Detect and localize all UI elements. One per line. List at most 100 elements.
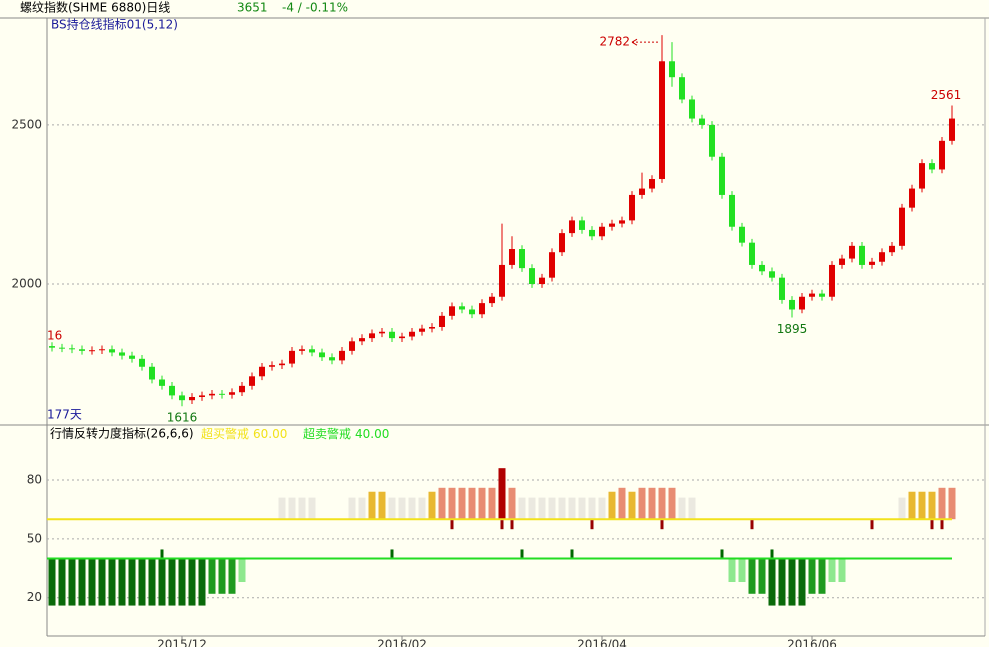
indicator-bar <box>98 558 106 606</box>
candle-body <box>539 277 545 285</box>
candle-body <box>689 99 695 119</box>
candle-body <box>379 331 385 334</box>
candle-body <box>419 328 425 332</box>
candle-body <box>519 249 525 269</box>
x-tick-label: 2016/06 <box>787 638 837 647</box>
indicator-bar <box>178 558 186 606</box>
candle-body <box>279 363 285 366</box>
indicator-bar <box>168 558 176 606</box>
candle-body <box>929 163 935 170</box>
candle-body <box>789 299 795 310</box>
candle-body <box>139 358 145 367</box>
candle-body <box>189 396 195 401</box>
candle-body <box>649 179 655 189</box>
indicator-bar <box>188 558 196 606</box>
left-note: 16 <box>47 329 62 343</box>
candle-body <box>349 341 355 351</box>
candle-body <box>449 306 455 316</box>
oversold-legend: 超卖警戒 40.00 <box>303 426 389 441</box>
indicator-bar <box>688 497 696 520</box>
candle-body <box>169 385 175 396</box>
indicator-bar <box>558 497 566 520</box>
indicator-bar <box>478 487 486 520</box>
candle-body <box>819 293 825 297</box>
days-count: 177天 <box>47 408 82 422</box>
sell-signal <box>750 520 754 530</box>
candle-body <box>199 395 205 397</box>
x-tick-label: 2016/02 <box>377 638 427 647</box>
indicator-bar <box>308 497 316 520</box>
indicator-bar <box>208 558 216 594</box>
candle-body <box>609 223 615 227</box>
indicator-bar <box>528 497 536 520</box>
indicator-bar <box>428 491 436 520</box>
indicator-bar <box>358 497 366 520</box>
indicator-bar <box>118 558 126 606</box>
indicator-bar <box>508 487 516 520</box>
candle-body <box>229 392 235 395</box>
sell-signal <box>500 520 504 530</box>
indicator-bar <box>928 491 936 520</box>
indicator-bar <box>128 558 136 606</box>
candle-body <box>89 350 95 352</box>
high-label: 2782 <box>599 35 630 49</box>
candle-body <box>639 188 645 195</box>
indicator-bar <box>378 491 386 520</box>
candle-body <box>739 226 745 243</box>
indicator-bar <box>418 497 426 520</box>
instrument-title: 螺纹指数(SHME 6880)日线 <box>20 0 170 15</box>
indicator-bar <box>668 487 676 520</box>
candle-body <box>909 188 915 208</box>
indicator-bar <box>678 497 686 520</box>
candle-body <box>159 379 165 386</box>
sell-signal <box>870 520 874 530</box>
indicator-bar <box>398 497 406 520</box>
candle-body <box>829 264 835 297</box>
candle-body <box>99 349 105 351</box>
candle-body <box>709 124 715 157</box>
buy-signal <box>720 549 724 558</box>
candle-body <box>569 220 575 234</box>
indicator-bar <box>158 558 166 606</box>
candle-body <box>219 393 225 395</box>
indicator-bar <box>818 558 826 594</box>
candle-body <box>479 303 485 315</box>
indicator-bar <box>648 487 656 520</box>
candle-body <box>809 293 815 297</box>
indicator-bar <box>748 558 756 594</box>
sell-signal <box>660 520 664 530</box>
candle-body <box>629 194 635 221</box>
last-price: 3651 <box>237 1 268 15</box>
indicator-bar <box>348 497 356 520</box>
indicator-bar <box>108 558 116 606</box>
indicator-bar <box>298 497 306 520</box>
buy-signal <box>770 549 774 558</box>
candle-body <box>729 194 735 227</box>
candle-body <box>489 296 495 304</box>
sell-signal <box>940 520 944 530</box>
indicator-bar <box>68 558 76 606</box>
indicator-bar <box>768 558 776 606</box>
indicator-bar <box>828 558 836 583</box>
indicator-bar <box>438 487 446 520</box>
price-change: -4 / -0.11% <box>282 1 348 15</box>
indicator-bar <box>598 497 606 520</box>
indicator-bar <box>778 558 786 606</box>
indicator-title: 行情反转力度指标(26,6,6) <box>50 426 194 441</box>
indicator-bar <box>798 558 806 606</box>
sell-signal <box>930 520 934 530</box>
candle-body <box>949 118 955 141</box>
candle-body <box>659 61 665 180</box>
candle-body <box>749 242 755 265</box>
y-tick-label: 2000 <box>11 277 42 291</box>
candle-body <box>149 366 155 380</box>
candle-body <box>59 347 65 349</box>
candle-body <box>779 277 785 300</box>
candle-body <box>559 233 565 253</box>
sell-signal <box>450 520 454 530</box>
y-tick-label: 80 <box>27 472 42 486</box>
indicator-bar <box>568 497 576 520</box>
buy-signal <box>390 549 394 558</box>
candle-body <box>459 306 465 310</box>
candle-body <box>409 331 415 337</box>
